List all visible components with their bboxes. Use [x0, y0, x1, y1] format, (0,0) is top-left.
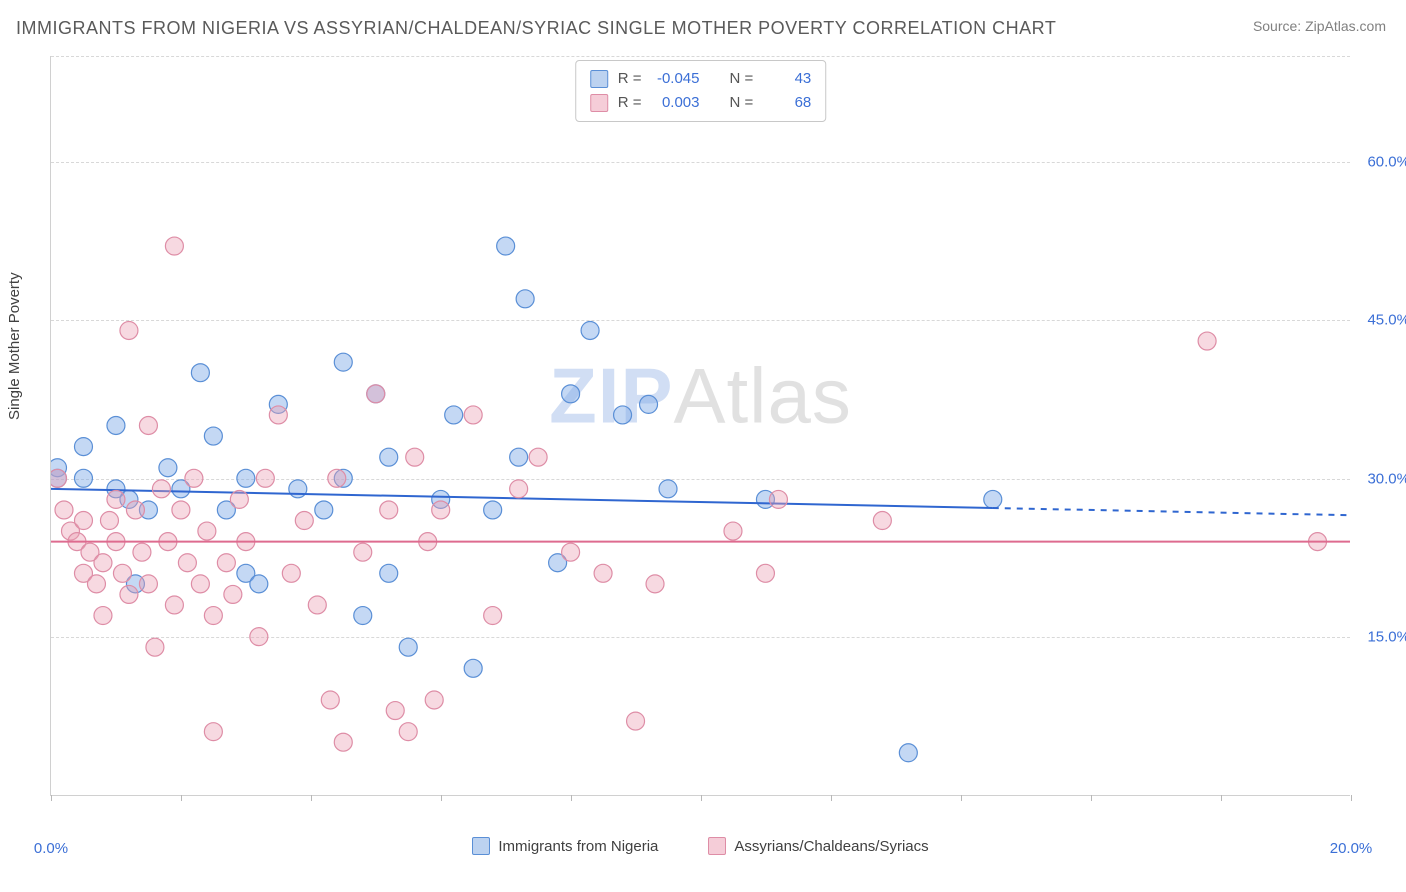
- xtick-label: 20.0%: [1330, 840, 1373, 857]
- scatter-svg: [51, 56, 1350, 795]
- xtick: [1351, 795, 1352, 801]
- legend-label-nigeria: Immigrants from Nigeria: [498, 838, 658, 855]
- legend-stats-box: R = -0.045 N = 43 R = 0.003 N = 68: [575, 60, 827, 122]
- xtick-label: 0.0%: [34, 840, 68, 857]
- xtick: [571, 795, 572, 801]
- legend-bottom: Immigrants from Nigeria Assyrians/Chalde…: [51, 837, 1350, 855]
- swatch-assyrian-icon: [708, 837, 726, 855]
- legend-item-assyrian: Assyrians/Chaldeans/Syriacs: [708, 837, 928, 855]
- xtick: [831, 795, 832, 801]
- n-label: N =: [730, 67, 754, 91]
- ytick-label: 30.0%: [1356, 470, 1406, 487]
- swatch-nigeria: [590, 70, 608, 88]
- swatch-nigeria-icon: [472, 837, 490, 855]
- legend-row-nigeria: R = -0.045 N = 43: [590, 67, 812, 91]
- ytick-label: 60.0%: [1356, 153, 1406, 170]
- xtick: [961, 795, 962, 801]
- legend-row-assyrian: R = 0.003 N = 68: [590, 91, 812, 115]
- xtick: [311, 795, 312, 801]
- n-value-nigeria: 43: [763, 67, 811, 91]
- xtick: [1221, 795, 1222, 801]
- swatch-assyrian: [590, 94, 608, 112]
- source-label: Source: ZipAtlas.com: [1253, 18, 1386, 34]
- r-label: R =: [618, 91, 642, 115]
- y-axis-label: Single Mother Poverty: [6, 272, 23, 420]
- xtick: [1091, 795, 1092, 801]
- xtick: [51, 795, 52, 801]
- xtick: [181, 795, 182, 801]
- legend-item-nigeria: Immigrants from Nigeria: [472, 837, 658, 855]
- legend-label-assyrian: Assyrians/Chaldeans/Syriacs: [734, 838, 928, 855]
- xtick: [701, 795, 702, 801]
- chart-title: IMMIGRANTS FROM NIGERIA VS ASSYRIAN/CHAL…: [16, 18, 1056, 39]
- n-label: N =: [730, 91, 754, 115]
- chart-plot-area: ZIPAtlas R = -0.045 N = 43 R = 0.003 N =…: [50, 56, 1350, 796]
- xtick: [441, 795, 442, 801]
- r-value-nigeria: -0.045: [652, 67, 700, 91]
- r-label: R =: [618, 67, 642, 91]
- r-value-assyrian: 0.003: [652, 91, 700, 115]
- n-value-assyrian: 68: [763, 91, 811, 115]
- ytick-label: 45.0%: [1356, 312, 1406, 329]
- ytick-label: 15.0%: [1356, 629, 1406, 646]
